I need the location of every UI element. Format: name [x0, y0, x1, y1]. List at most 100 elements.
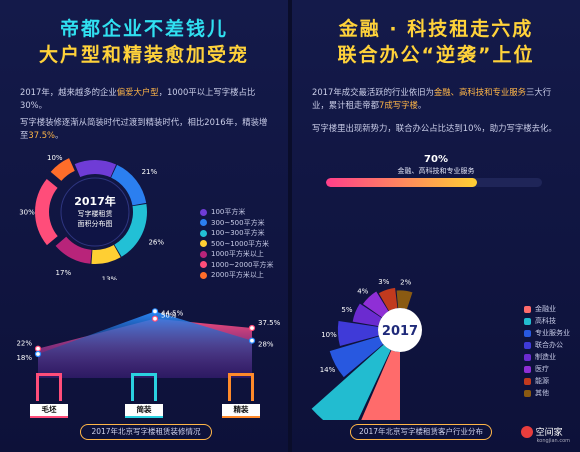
donut-slice-label: 17% [56, 269, 72, 277]
decoration-bucket-label: 毛坯 [30, 404, 68, 418]
legend-label: 医疗 [535, 365, 549, 373]
rose-slice [352, 303, 382, 327]
rose-slice [362, 291, 389, 318]
brand-mark-icon [520, 426, 533, 438]
donut-slice [111, 164, 147, 206]
rose-slice [396, 290, 413, 310]
right-footer-caption: 2017年北京写字楼租赁客户行业分布 [350, 424, 492, 440]
right-para1-text-b: 三大行业，累计租走帝都 [312, 87, 552, 110]
left-para2-text-a: 写字楼装修逐渐从简装时代过渡到精装时代，相比2016年，精装增至 [20, 117, 268, 140]
legend-swatch [524, 329, 531, 337]
left-para1-highlight: 偏爱大户型 [116, 87, 159, 97]
left-para2-highlight: 37.5% [28, 130, 55, 140]
legend-label: 300~500平方米 [211, 218, 265, 227]
donut-legend-item: 1000~2000平方米 [200, 260, 274, 270]
donut-slice-label: 13% [102, 275, 118, 280]
area-point-label: 28% [258, 341, 274, 349]
right-para1-highlight2: 7成写字楼 [379, 100, 418, 110]
brand-name: 空间家 [535, 427, 563, 438]
rose-slice [378, 287, 398, 311]
right-para1-text-a: 2017年成交最活跃的行业依旧为 [312, 87, 434, 97]
rose-center-circle [378, 308, 422, 352]
rose-center-label: 2017 [382, 324, 418, 339]
legend-label: 1000平方米以上 [211, 250, 264, 258]
legend-swatch [200, 271, 207, 279]
rose-slice [311, 344, 391, 420]
rose-slice [361, 350, 400, 420]
industry-legend-item: 专业服务业 [524, 328, 570, 338]
rose-slice-label: 10% [321, 331, 337, 339]
legend-label: 100平方米 [211, 208, 246, 216]
right-paragraph-1: 2017年成交最活跃的行业依旧为金融、高科技和专业服务三大行业，累计租走帝都7成… [312, 86, 562, 112]
area-point [151, 315, 159, 322]
legend-swatch [524, 353, 531, 361]
left-paragraph-2: 写字楼装修逐渐从简装时代过渡到精装时代，相比2016年，精装增至37.5%。 [20, 116, 270, 142]
area-point-label: 50% [161, 311, 177, 319]
donut-slice [50, 158, 75, 181]
rose-slice-label: 3% [378, 278, 389, 286]
left-para2-text-b: 。 [54, 130, 64, 140]
legend-label: 联合办公 [535, 341, 563, 349]
left-para1-text-b: ，1000平以上写字楼占比30%。 [20, 87, 256, 110]
left-paragraph-1: 2017年，越来越多的企业偏爱大户型，1000平以上写字楼占比30%。 [20, 86, 270, 112]
legend-label: 100~300平方米 [211, 229, 265, 237]
building-icon [228, 373, 254, 401]
right-title-line2: 联合办公“逆袭”上位 [337, 44, 535, 66]
area-series-fill [38, 311, 252, 378]
rose-slice [337, 321, 379, 347]
area-point-label: 22% [16, 340, 32, 348]
rose-slice-label: 2% [400, 279, 411, 287]
legend-label: 制造业 [535, 353, 556, 361]
right-title-line1: 金融 · 科技租走六成 [338, 18, 534, 40]
donut-center-label: 2017年 写字楼租赁 面积分布图 [60, 193, 130, 229]
industry-legend-item: 能源 [524, 376, 549, 386]
donut-slice-label: 21% [142, 168, 158, 176]
legend-swatch [200, 219, 207, 226]
donut-center-line2: 面积分布图 [77, 220, 113, 228]
donut-legend-item: 500~1000平方米 [200, 239, 269, 249]
rose-slice-label: 4% [357, 288, 368, 296]
decoration-area-chart: 22% 44.5% 37.5% 18% 50% 28% [16, 308, 281, 378]
area-point-label: 44.5% [161, 310, 184, 318]
industry-legend-item: 高科技 [524, 316, 556, 326]
legend-label: 金融业 [535, 305, 556, 313]
donut-legend-item: 100~300平方米 [200, 228, 265, 238]
area-point [248, 324, 256, 332]
area-point [151, 308, 159, 315]
progress-track [326, 178, 542, 187]
left-title-line1: 帝都企业不差钱儿 [59, 18, 228, 40]
decoration-bucket-label: 精装 [222, 404, 260, 418]
legend-label: 500~1000平方米 [211, 239, 270, 248]
legend-swatch [200, 208, 207, 216]
area-point [248, 337, 256, 344]
panel-divider [288, 0, 292, 452]
donut-slice-label: 26% [148, 239, 164, 247]
brand-logo: 空间家 kongjian.com [520, 425, 570, 444]
progress-subtitle: 金融、高科技和专业服务 [397, 167, 475, 175]
area-point [34, 345, 42, 352]
donut-slice [55, 236, 92, 264]
donut-slice [91, 245, 121, 264]
donut-slice [74, 160, 117, 178]
donut-slice-label: 30% [19, 209, 35, 217]
legend-label: 其他 [535, 389, 549, 397]
industry-legend-item: 制造业 [524, 352, 556, 362]
size-distribution-donut: 18%21%26%13%17%30%10% [19, 154, 164, 280]
legend-swatch [524, 365, 531, 373]
building-icon [131, 373, 157, 401]
right-para1-text-c: 。 [417, 100, 427, 110]
legend-swatch [200, 240, 207, 247]
decoration-bucket-label: 简装 [125, 404, 163, 418]
left-title-line2: 大户型和精装愈加受宠 [38, 44, 249, 66]
left-panel: 帝都企业不差钱儿 大户型和精装愈加受宠 2017年，越来越多的企业偏爱大户型，1… [0, 0, 288, 452]
rose-slice-label: 5% [341, 306, 352, 314]
legend-swatch [200, 250, 207, 258]
progress-percent: 70% [424, 154, 448, 165]
area-point-label: 18% [16, 354, 32, 362]
building-icon [36, 373, 62, 401]
legend-label: 1000~2000平方米 [211, 260, 274, 269]
rose-slice [329, 336, 384, 378]
legend-swatch [524, 341, 531, 349]
donut-center-circle [60, 177, 130, 247]
